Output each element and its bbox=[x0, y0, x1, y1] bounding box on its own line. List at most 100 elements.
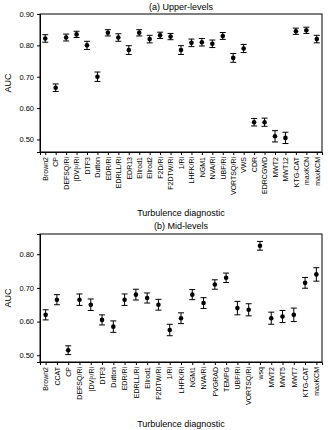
error-cap bbox=[74, 31, 80, 32]
error-cap bbox=[65, 354, 71, 355]
error-cap bbox=[201, 308, 207, 309]
point bbox=[200, 40, 205, 45]
panel: (b) Mid-levels0.500.600.700.80AUCBrown2C… bbox=[3, 221, 323, 429]
x-tick: 1/Ri bbox=[166, 362, 173, 379]
x-tick-label: KTG-CAT bbox=[302, 366, 309, 397]
error-cap bbox=[178, 323, 184, 324]
x-tick: MWT5 bbox=[279, 362, 286, 388]
point bbox=[77, 297, 82, 302]
x-tick-mark bbox=[265, 152, 266, 155]
x-tick-label: maxKCM bbox=[313, 367, 320, 396]
y-tick: 0.50 bbox=[19, 135, 40, 144]
x-tick-mark bbox=[45, 152, 46, 155]
y-axis: 0.500.600.700.800.90 bbox=[19, 10, 40, 153]
x-tick-mark bbox=[233, 152, 234, 155]
x-tick: MWT2 bbox=[268, 362, 275, 388]
point bbox=[273, 134, 278, 139]
x-tick: VORTSQ/Ri bbox=[245, 362, 253, 405]
error-cap bbox=[122, 305, 128, 306]
x-tick-mark bbox=[285, 152, 286, 155]
error-cap bbox=[302, 277, 308, 278]
x-tick-mark bbox=[283, 362, 284, 365]
x-tick-label: EDRLL/Ri bbox=[133, 367, 140, 399]
x-tick-label: Ellrod1 bbox=[136, 157, 143, 179]
point bbox=[126, 48, 131, 53]
error-cap bbox=[262, 118, 268, 119]
x-tick: NGM1 bbox=[199, 152, 206, 177]
point bbox=[134, 292, 139, 297]
error-cap bbox=[167, 324, 173, 325]
point bbox=[43, 313, 48, 318]
y-tick: 0.60 bbox=[19, 317, 40, 326]
x-tick-label: CP bbox=[52, 157, 59, 167]
error-cap bbox=[280, 310, 286, 311]
error-cap bbox=[110, 320, 116, 321]
x-tick: NGM1 bbox=[189, 362, 196, 387]
error-cap bbox=[257, 241, 263, 242]
error-cap bbox=[94, 72, 100, 73]
point bbox=[246, 307, 251, 312]
point bbox=[106, 31, 111, 36]
y-tick-mark bbox=[37, 108, 40, 109]
error-cap bbox=[209, 47, 215, 48]
error-cap bbox=[178, 54, 184, 55]
plot-frame bbox=[40, 234, 322, 362]
x-axis: Brown2CCATCPDEFSQ/Ri|DV|²/RiDTF3DuttonED… bbox=[41, 362, 323, 405]
x-tick-mark bbox=[97, 152, 98, 155]
error-cap bbox=[246, 315, 252, 316]
error-cap bbox=[168, 39, 174, 40]
y-tick-mark bbox=[37, 254, 40, 255]
y-tick-mark bbox=[37, 355, 40, 356]
point bbox=[167, 328, 172, 333]
x-tick: UBF/Ri bbox=[234, 362, 241, 390]
error-cap bbox=[257, 250, 263, 251]
y-axis: 0.500.600.700.80 bbox=[19, 235, 40, 363]
x-tick-mark bbox=[66, 152, 67, 155]
x-tick: DTF3 bbox=[99, 362, 106, 385]
x-tick-mark bbox=[305, 362, 306, 365]
error-cap bbox=[88, 310, 94, 311]
x-tick-label: DEFSQ/Ri bbox=[76, 367, 84, 400]
y-tick-label: 0.80 bbox=[19, 41, 34, 50]
x-tick-mark bbox=[202, 152, 203, 155]
error-cap bbox=[302, 288, 308, 289]
x-tick-label: NVA/Ri bbox=[200, 367, 207, 390]
error-cap bbox=[136, 29, 142, 30]
point bbox=[258, 243, 263, 248]
x-tick-label: VORTSQ/Ri bbox=[245, 367, 253, 405]
x-tick-mark bbox=[113, 362, 114, 365]
x-tick-label: |DV|²/Ri bbox=[73, 157, 81, 182]
x-tick-mark bbox=[223, 152, 224, 155]
x-tick: LHFK/Ri bbox=[178, 362, 185, 393]
x-axis-title: Turbulence diagnostic bbox=[137, 419, 225, 429]
point bbox=[95, 74, 100, 79]
y-tick-label: 0.90 bbox=[19, 10, 34, 19]
point bbox=[179, 48, 184, 53]
x-tick-label: NGM1 bbox=[199, 157, 206, 177]
x-tick: CDR bbox=[251, 152, 258, 172]
x-tick-label: TEMPG bbox=[223, 367, 230, 392]
error-cap bbox=[220, 39, 226, 40]
x-tick-mark bbox=[254, 152, 255, 155]
x-tick: Dutton bbox=[110, 362, 117, 388]
x-tick-mark bbox=[68, 362, 69, 365]
point bbox=[283, 136, 288, 141]
error-cap bbox=[136, 35, 142, 36]
x-tick-mark bbox=[150, 152, 151, 155]
point bbox=[147, 37, 152, 42]
error-cap bbox=[262, 126, 268, 127]
error-cap bbox=[99, 324, 105, 325]
x-tick-mark bbox=[139, 152, 140, 155]
x-tick: 1/Ri bbox=[178, 152, 185, 169]
x-tick-mark bbox=[77, 152, 78, 155]
x-tick-label: EDR/Ri bbox=[121, 367, 128, 391]
x-tick: KTG-CAT bbox=[302, 362, 309, 397]
y-axis-line bbox=[37, 15, 41, 153]
x-tick: LHFK/Ri bbox=[188, 152, 195, 183]
y-tick: 0.60 bbox=[19, 104, 40, 113]
x-tick: wsq bbox=[257, 362, 265, 380]
error-cap bbox=[110, 332, 116, 333]
x-tick-label: EDR/Ri bbox=[105, 157, 112, 181]
error-cap bbox=[76, 293, 82, 294]
marks bbox=[43, 241, 320, 354]
